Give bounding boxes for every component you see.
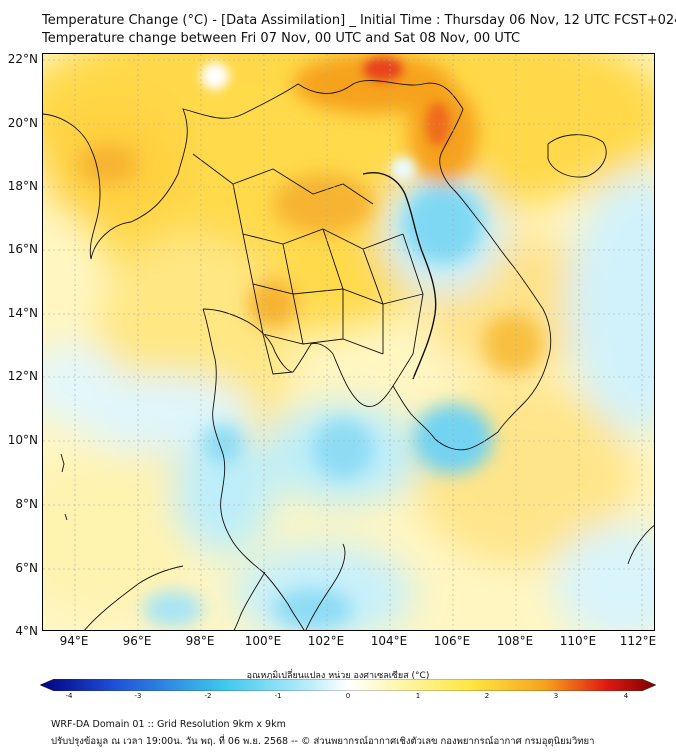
colorbar-tick: -2 (204, 692, 212, 700)
colorbar-tick: -3 (134, 692, 142, 700)
lat-label-18n: 18°N (7, 179, 38, 193)
lat-label-12n: 12°N (7, 369, 38, 383)
lon-label-112e: 112°E (619, 634, 657, 648)
footer-update-info: ปรับปรุงข้อมูล ณ เวลา 19:00น. วัน พฤ. ที… (51, 736, 595, 747)
lon-label-108e: 108°E (496, 634, 534, 648)
lon-label-102e: 102°E (307, 634, 345, 648)
lat-label-22n: 22°N (7, 52, 38, 66)
colorbar-tick: -1 (274, 692, 282, 700)
colorbar (40, 679, 656, 691)
lon-label-110e: 110°E (559, 634, 597, 648)
lat-label-6n: 6°N (15, 561, 38, 575)
lon-label-106e: 106°E (433, 634, 471, 648)
lon-label-100e: 100°E (244, 634, 282, 648)
country-borders (43, 80, 654, 630)
lon-label-94e: 94°E (59, 634, 89, 648)
lat-label-8n: 8°N (15, 497, 38, 511)
lat-label-16n: 16°N (7, 242, 38, 256)
lon-label-96e: 96°E (122, 634, 152, 648)
chart-subtitle: Temperature change between Fri 07 Nov, 0… (42, 31, 521, 46)
colorbar-tick: 0 (345, 692, 351, 700)
lon-label-104e: 104°E (370, 634, 408, 648)
lat-label-10n: 10°N (7, 433, 38, 447)
temperature-change-map (42, 53, 655, 631)
colorbar-tick: 2 (484, 692, 490, 700)
chart-title: Temperature Change (°C) - [Data Assimila… (42, 13, 676, 28)
lat-label-14n: 14°N (7, 306, 38, 320)
colorbar-tick: -4 (65, 692, 73, 700)
footer-model-info: WRF-DA Domain 01 :: Grid Resolution 9km … (51, 719, 286, 730)
lon-label-98e: 98°E (185, 634, 215, 648)
colorbar-tick: 4 (623, 692, 629, 700)
colorbar-title: อุณหภูมิเปลี่ยนแปลง หน่วย องศาเซลเซียส (… (246, 671, 430, 681)
lat-label-4n: 4°N (15, 624, 38, 638)
colorbar-tick: 3 (553, 692, 559, 700)
graticule (43, 54, 654, 630)
lat-label-20n: 20°N (7, 116, 38, 130)
colorbar-tick: 1 (415, 692, 421, 700)
